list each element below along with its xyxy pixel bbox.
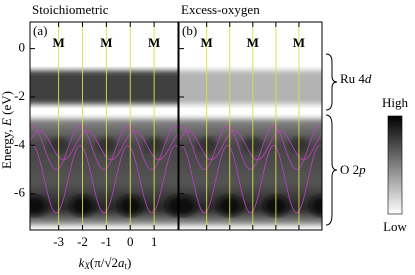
panel-label: (a) xyxy=(33,23,47,38)
band-label: O 2p xyxy=(340,162,366,177)
x-tick-label: -3 xyxy=(53,234,64,249)
top-tick-label: M xyxy=(148,35,160,50)
y-tick-label: -6 xyxy=(14,185,25,200)
intensity-map xyxy=(179,22,355,230)
panel-title: Stoichiometric xyxy=(32,2,109,17)
blob xyxy=(179,195,196,216)
panel-title: Excess-oxygen xyxy=(181,2,260,17)
band-curve xyxy=(179,125,322,170)
top-tick-label: M xyxy=(293,35,305,50)
x-axis-label: kX(π/√2at) xyxy=(79,255,132,271)
band-curve xyxy=(179,144,322,214)
ru-band xyxy=(30,70,178,105)
y-tick-label: 0 xyxy=(19,40,26,55)
top-tick-label: M xyxy=(100,35,112,50)
x-tick-label: -2 xyxy=(77,234,88,249)
band-label: Ru 4d xyxy=(340,71,372,86)
top-tick-label: M xyxy=(247,35,259,50)
colorbar-low: Low xyxy=(383,219,407,234)
band-curve xyxy=(30,144,178,214)
top-tick-label: M xyxy=(53,35,65,50)
panel-frame xyxy=(29,21,179,231)
o-band xyxy=(179,118,322,226)
intensity-map xyxy=(30,22,178,230)
x-tick-label: 1 xyxy=(151,234,158,249)
panel-label: (b) xyxy=(182,23,197,38)
band-curve xyxy=(179,130,322,161)
panel-frame xyxy=(178,21,323,231)
blob xyxy=(30,195,47,216)
brace xyxy=(325,53,338,111)
x-tick-label: 0 xyxy=(127,234,134,249)
blob xyxy=(166,195,178,216)
y-axis-label: Energy, E (eV) xyxy=(0,91,14,169)
ru-band xyxy=(179,70,322,105)
colorbar xyxy=(387,115,403,215)
band-curve xyxy=(30,125,178,170)
blob xyxy=(335,137,355,153)
colorbar-high: High xyxy=(382,95,409,110)
band-curve xyxy=(30,130,178,161)
blob xyxy=(310,195,322,216)
x-tick-label: -1 xyxy=(101,234,112,249)
y-tick-label: -4 xyxy=(14,136,25,151)
top-tick-label: M xyxy=(201,35,213,50)
o-band xyxy=(30,118,178,226)
brace xyxy=(325,114,338,226)
y-tick-label: -2 xyxy=(14,88,25,103)
